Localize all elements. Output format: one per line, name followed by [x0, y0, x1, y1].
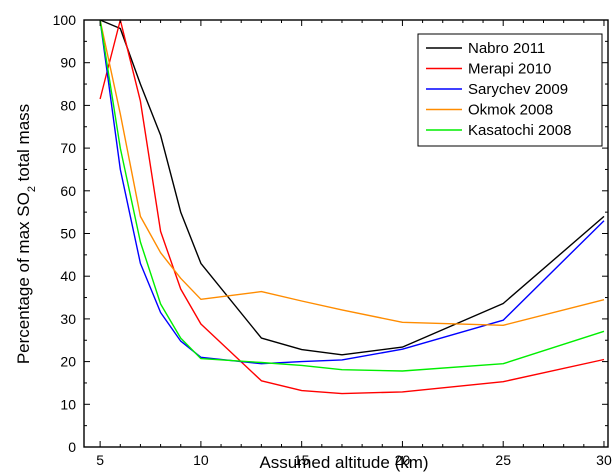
- y-axis-title: Percentage of max SO2 total mass: [14, 104, 38, 364]
- x-tick-label: 5: [96, 452, 104, 468]
- y-tick-label: 40: [60, 268, 76, 284]
- legend-label-3: Okmok 2008: [468, 102, 553, 119]
- x-axis-title: Assumed altitude (km): [259, 453, 428, 472]
- legend-box: [417, 33, 603, 147]
- y-tick-label: 100: [53, 12, 77, 28]
- x-tick-label: 20: [395, 452, 411, 468]
- series-line-1: [99, 19, 605, 395]
- y-tick-label: 90: [60, 55, 76, 71]
- x-tick-label: 15: [294, 452, 310, 468]
- y-tick-label: 70: [60, 140, 76, 156]
- y-axis-title-subscript: 2: [26, 186, 38, 192]
- series-line-0: [99, 19, 605, 356]
- legend-label-0: Nabro 2011: [468, 40, 545, 57]
- y-tick-label: 0: [68, 439, 76, 455]
- x-tick-label: 25: [495, 452, 511, 468]
- x-tick-label: 30: [596, 452, 612, 468]
- y-tick-label: 80: [60, 97, 76, 113]
- legend-label-4: Kasatochi 2008: [468, 122, 571, 139]
- y-axis-title-main: Percentage of max SO: [14, 192, 33, 364]
- legend-label-2: Sarychev 2009: [468, 81, 568, 98]
- y-tick-label: 10: [60, 396, 76, 412]
- series-layer: [99, 19, 605, 395]
- tick-label-layer: 5 10 15 20 25 30 0 10 20 30 40 50 60 70 80 90 100: [53, 12, 612, 468]
- tick-layer: [84, 19, 608, 448]
- legend-label-1: Merapi 2010: [468, 61, 551, 78]
- y-tick-label: 60: [60, 183, 76, 199]
- y-tick-label: 50: [60, 226, 76, 242]
- y-tick-label: 20: [60, 354, 76, 370]
- y-tick-label: 30: [60, 311, 76, 327]
- series-line-4: [99, 19, 605, 372]
- y-axis-title-rest: total mass: [14, 104, 33, 186]
- x-tick-label: 10: [193, 452, 209, 468]
- series-line-3: [99, 19, 605, 326]
- legend: Nabro 2011 Merapi 2010 Sarychev 2009 Okmok …: [417, 33, 603, 147]
